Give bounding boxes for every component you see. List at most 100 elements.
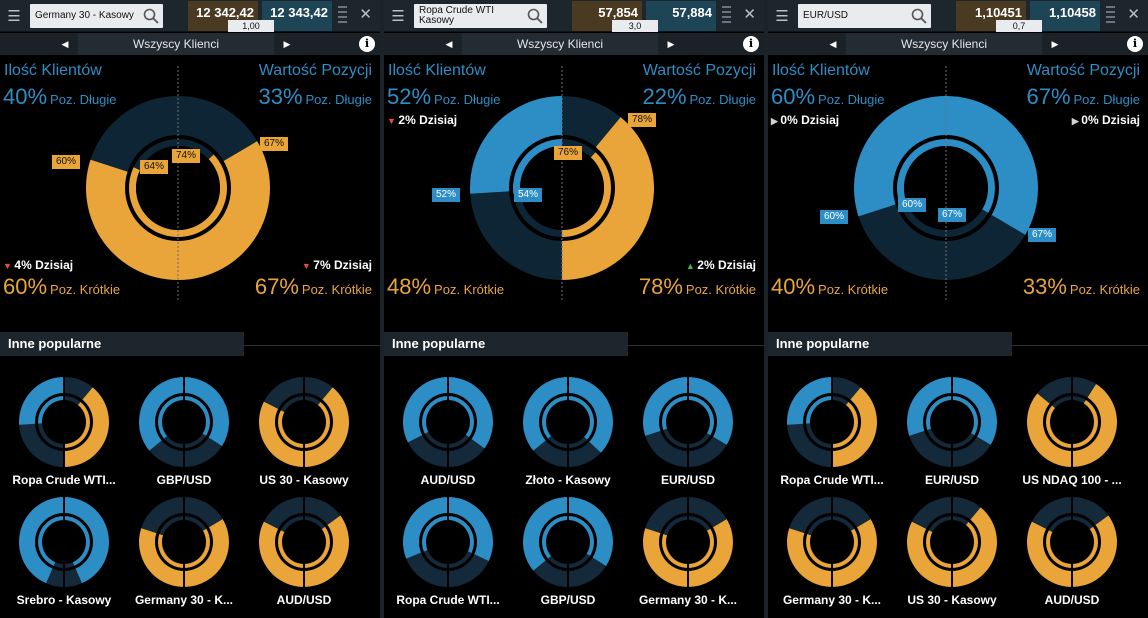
sell-price: 57,854 — [598, 5, 638, 20]
clients-count-title: Ilość Klientów — [388, 62, 486, 79]
mini-inner-value-long-arc — [568, 396, 594, 440]
daily-change-text: 2% Dzisiaj — [398, 113, 458, 127]
popular-instrument-card[interactable]: Srebro - Kasowy — [2, 496, 126, 607]
popular-instrument-card[interactable]: EUR/USD — [890, 376, 1014, 487]
prev-arrow-icon[interactable]: ◀ — [445, 38, 453, 49]
next-arrow-icon[interactable]: ▶ — [283, 38, 291, 49]
value-short-arc — [946, 214, 1026, 280]
clients-long-stat-pct: 52% — [387, 84, 432, 109]
close-icon[interactable]: ✕ — [1127, 6, 1140, 23]
inner-value-long-arc — [946, 139, 995, 213]
mini-clients-long-arc — [263, 377, 304, 410]
clients-count-title: Ilość Klientów — [4, 62, 102, 79]
value-long-stat: 22% Poz. Długie — [642, 84, 756, 110]
popular-instrument-card[interactable]: US NDAQ 100 - ... — [1010, 376, 1134, 487]
mini-clients-short-arc — [149, 439, 184, 467]
info-icon[interactable]: i — [743, 36, 759, 52]
value-short-arc — [562, 117, 654, 280]
mini-inner-value-long-arc — [184, 516, 207, 531]
prev-arrow-icon[interactable]: ◀ — [829, 38, 837, 49]
mini-clients-long-arc — [403, 377, 448, 443]
info-icon[interactable]: i — [1127, 36, 1143, 52]
value-daily-change: ▼ 7% Dzisiaj — [302, 258, 372, 272]
mini-clients-long-arc — [907, 377, 952, 436]
popular-instrument-card[interactable]: EUR/USD — [626, 376, 750, 487]
mini-inner-value-long-arc — [1072, 516, 1094, 530]
close-icon[interactable]: ✕ — [359, 6, 372, 23]
search-icon[interactable] — [911, 8, 927, 24]
mini-clients-long-arc — [911, 497, 952, 530]
value-short-arc — [178, 141, 270, 280]
daily-change-text: 0% Dzisiaj — [780, 113, 840, 127]
mini-inner-clients-long-arc — [158, 396, 184, 439]
mini-inner-clients-long-arc — [280, 396, 304, 413]
popular-instrument-card[interactable]: Ropa Crude WTI... — [386, 496, 510, 607]
popular-instrument-card[interactable]: Ropa Crude WTI... — [770, 376, 894, 487]
mini-inner-clients-long-arc — [542, 516, 568, 559]
client-filter-label[interactable]: Wszyscy Klienci — [78, 33, 274, 55]
arrow-right-icon: ▶ — [771, 116, 781, 126]
mini-inner-value-long-arc — [952, 396, 978, 436]
mini-value-short-arc — [832, 519, 877, 587]
popular-instrument-card[interactable]: AUD/USD — [1010, 496, 1134, 607]
popular-instrument-card[interactable]: GBP/USD — [122, 376, 246, 487]
mini-sentiment-donut — [643, 377, 733, 467]
inner-right-pct-tag: 67% — [938, 208, 967, 222]
mini-clients-short-arc — [407, 434, 448, 467]
popular-instrument-card[interactable]: AUD/USD — [386, 376, 510, 487]
search-icon[interactable] — [143, 8, 159, 24]
hamburger-menu-icon[interactable]: ☰ — [391, 8, 405, 25]
popular-instrument-card[interactable]: Germany 30 - K... — [626, 496, 750, 607]
popular-instrument-card[interactable]: AUD/USD — [242, 496, 366, 607]
next-arrow-icon[interactable]: ▶ — [1051, 38, 1059, 49]
mini-inner-value-long-arc — [688, 396, 714, 436]
mini-sentiment-donut — [1027, 497, 1117, 587]
close-icon[interactable]: ✕ — [743, 6, 756, 23]
value-long-stat-pct: 67% — [1026, 84, 1071, 109]
instrument-search-field[interactable]: Ropa Crude WTI Kasowy — [414, 4, 547, 28]
mini-clients-short-arc — [259, 401, 304, 467]
sell-price: 1,10451 — [975, 5, 1022, 20]
next-arrow-icon[interactable]: ▶ — [667, 38, 675, 49]
prev-arrow-icon[interactable]: ◀ — [61, 38, 69, 49]
popular-instrument-name: GBP/USD — [156, 473, 212, 487]
popular-instrument-card[interactable]: GBP/USD — [506, 496, 630, 607]
search-icon[interactable] — [527, 8, 543, 24]
client-filter-label[interactable]: Wszyscy Klienci — [846, 33, 1042, 55]
instrument-name: EUR/USD — [803, 10, 849, 21]
clients-short-stat-pct: 40% — [771, 274, 816, 299]
mini-clients-short-arc — [1027, 521, 1072, 587]
mini-inner-clients-short-arc — [163, 436, 184, 448]
value-long-stat-label: Poz. Długie — [1073, 92, 1140, 107]
drag-handle-icon[interactable] — [338, 3, 348, 29]
drag-handle-icon[interactable] — [722, 3, 732, 29]
mini-value-long-arc — [448, 497, 493, 562]
mini-inner-clients-short-arc — [926, 530, 952, 568]
mini-clients-short-arc — [909, 430, 952, 467]
value-short-stat: 67% Poz. Krótkie — [255, 274, 372, 300]
mini-sentiment-donut — [787, 497, 877, 587]
drag-handle-icon[interactable] — [1106, 3, 1116, 29]
mini-inner-value-short-arc — [304, 526, 330, 568]
clients-short-arc — [858, 204, 946, 280]
mini-value-long-arc — [688, 497, 727, 528]
value-daily-change: ▶ 0% Dzisiaj — [1072, 113, 1140, 127]
popular-instrument-card[interactable]: Złoto - Kasowy — [506, 376, 630, 487]
popular-instrument-card[interactable]: Germany 30 - K... — [122, 496, 246, 607]
mini-clients-short-arc — [46, 567, 64, 587]
popular-instrument-card[interactable]: Ropa Crude WTI... — [2, 376, 126, 487]
instrument-search-field[interactable]: EUR/USD — [798, 4, 931, 28]
client-filter-label[interactable]: Wszyscy Klienci — [462, 33, 658, 55]
info-icon[interactable]: i — [359, 36, 375, 52]
arrow-down-icon: ▼ — [387, 116, 399, 126]
mini-inner-clients-long-arc — [422, 396, 448, 434]
instrument-search-field[interactable]: Germany 30 - Kasowy — [30, 4, 163, 28]
popular-instrument-card[interactable]: US 30 - Kasowy — [242, 376, 366, 487]
hamburger-menu-icon[interactable]: ☰ — [775, 8, 789, 25]
popular-instrument-card[interactable]: US 30 - Kasowy — [890, 496, 1014, 607]
sentiment-panel: ☰ Ropa Crude WTI Kasowy 57,854 57,884 3,0 ✕ ◀ W… — [384, 0, 764, 618]
popular-instrument-card[interactable]: Germany 30 - K... — [770, 496, 894, 607]
hamburger-menu-icon[interactable]: ☰ — [7, 8, 21, 25]
value-long-stat-label: Poz. Długie — [305, 92, 372, 107]
